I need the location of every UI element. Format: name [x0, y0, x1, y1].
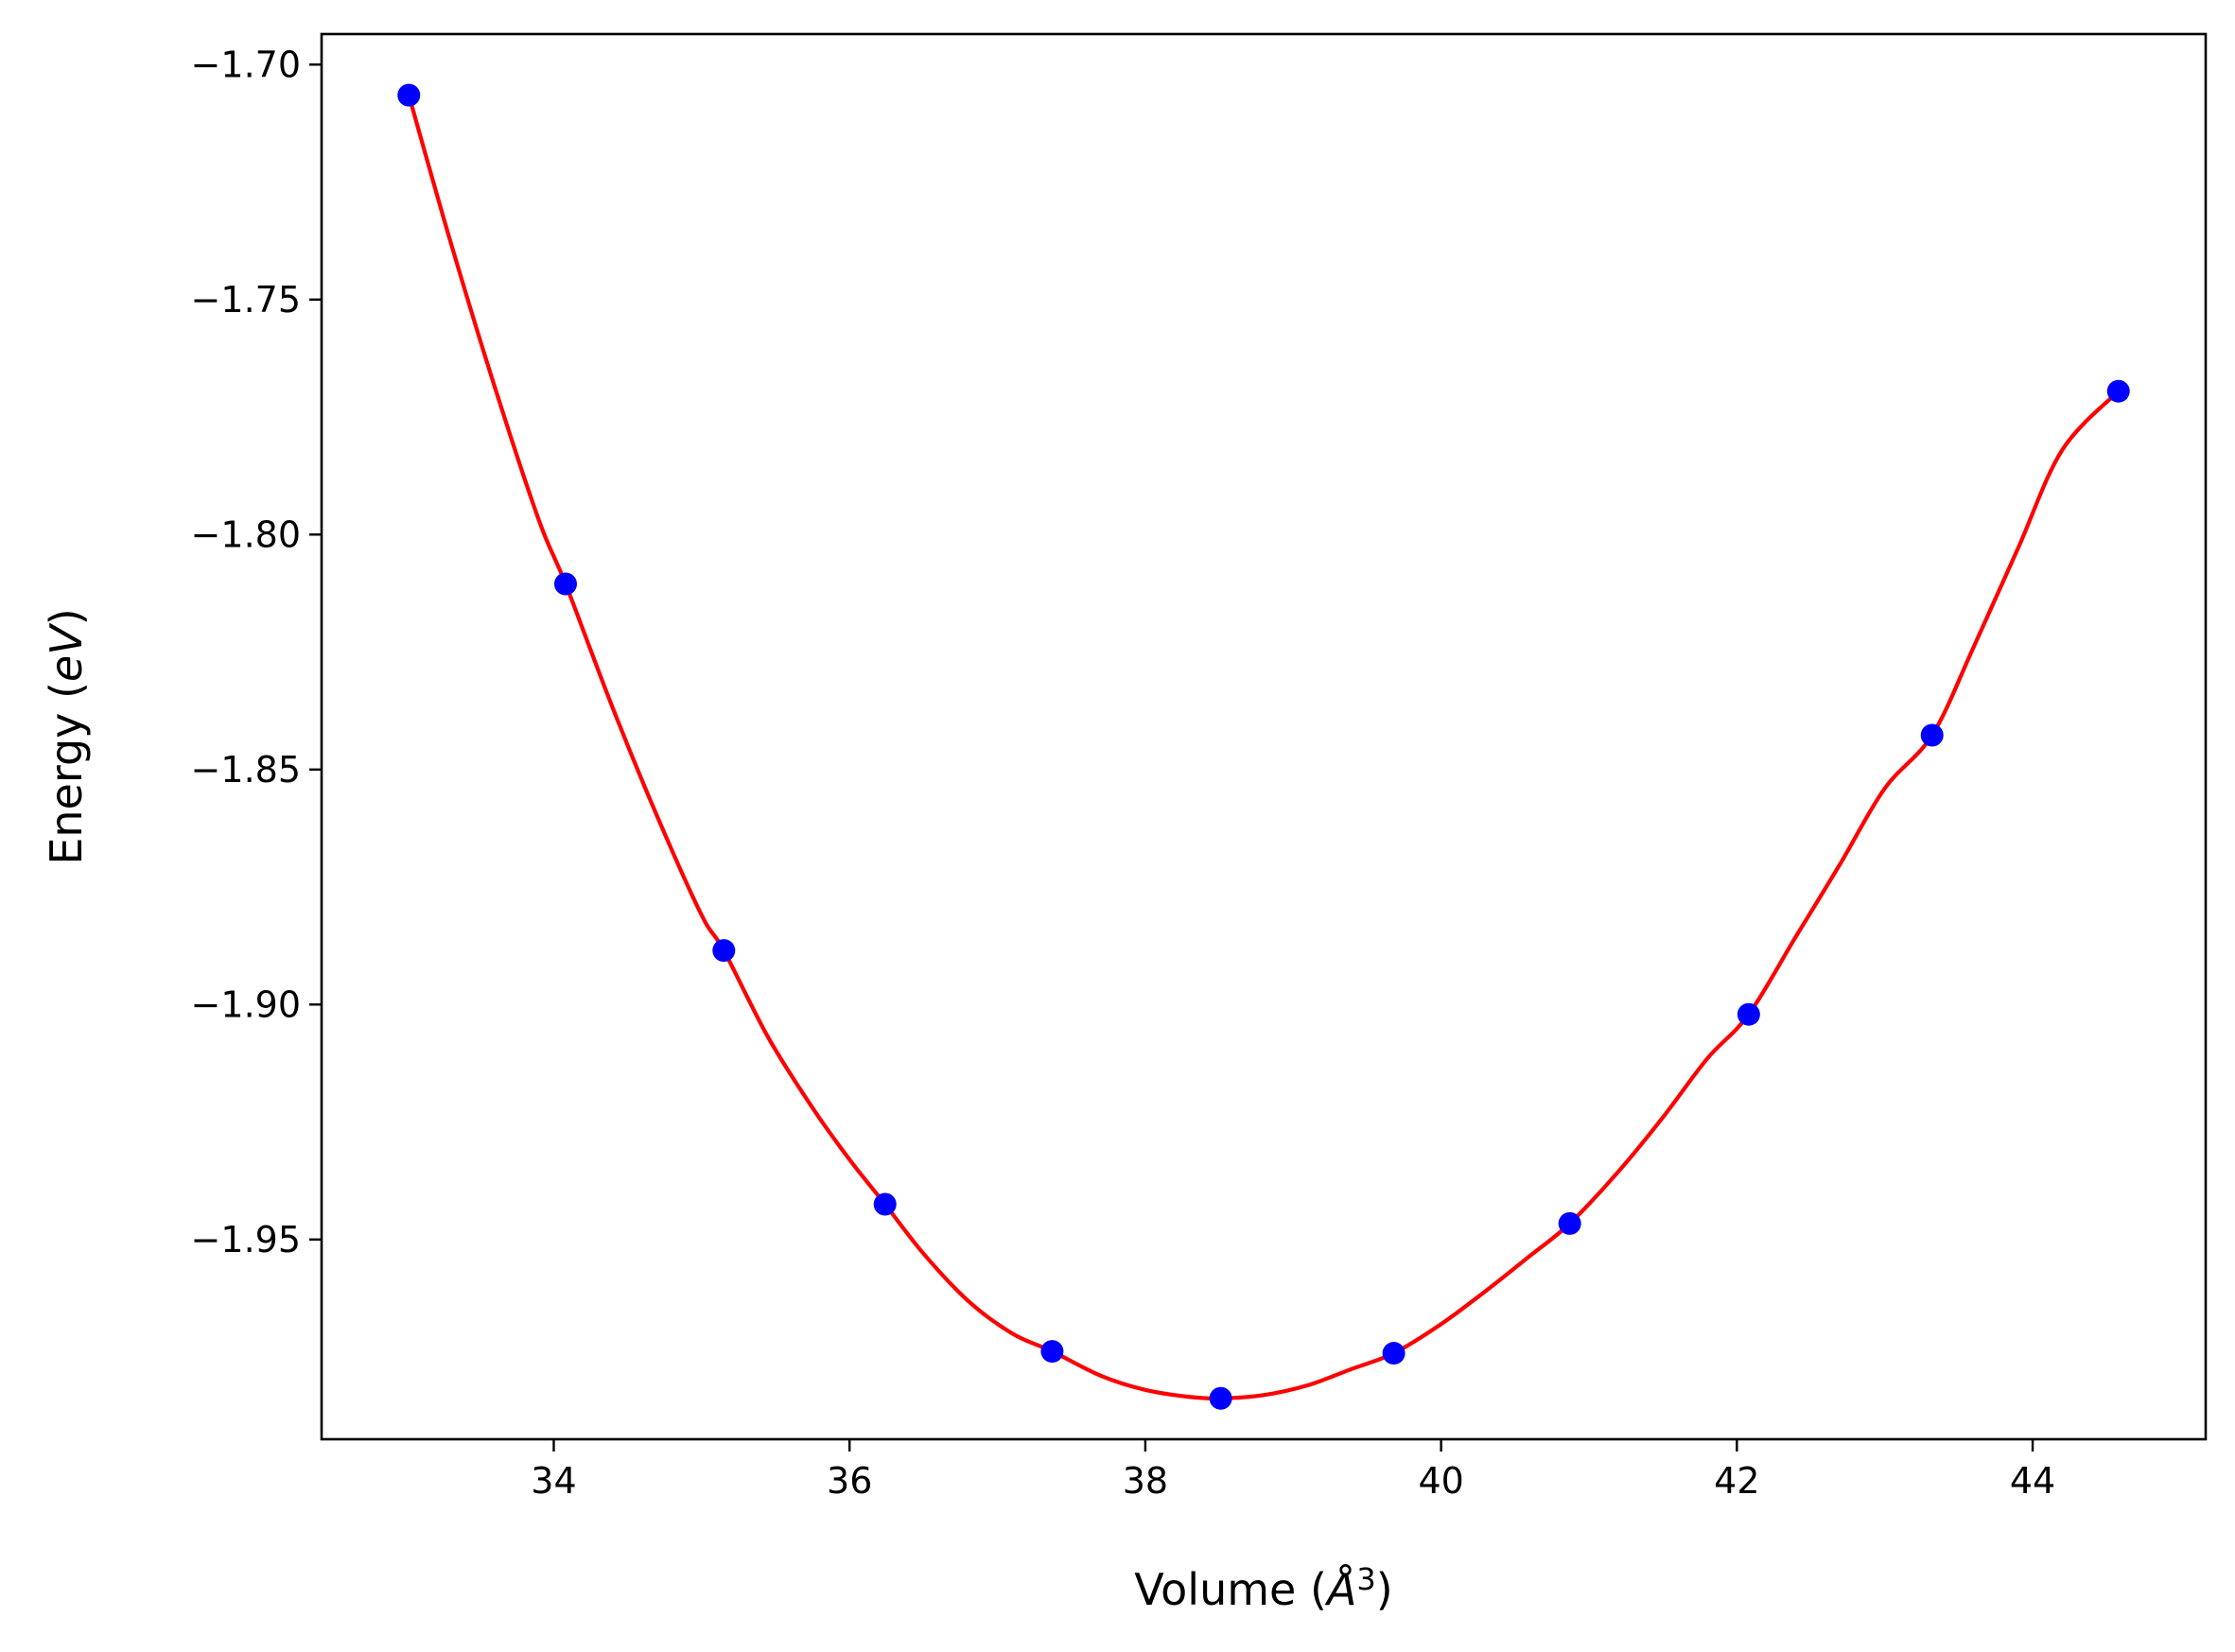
y-tick-label: −1.85: [191, 749, 301, 791]
data-point: [397, 83, 421, 107]
fit-curve: [407, 95, 2121, 1400]
y-tick-label: −1.95: [191, 1219, 301, 1261]
y-tick-label: −1.90: [191, 983, 301, 1025]
y-axis-unit-italic: eV: [41, 622, 92, 682]
x-tick-label: 42: [1714, 1460, 1759, 1502]
data-point: [873, 1192, 897, 1216]
data-point: [1920, 723, 1944, 747]
x-tick-label: 44: [2010, 1460, 2055, 1502]
y-tick-label: −1.75: [191, 279, 301, 321]
x-tick-label: 40: [1418, 1460, 1463, 1502]
x-axis-label: Volume (Å3): [1134, 1561, 1392, 1615]
y-axis: −1.70 −1.75 −1.80 −1.85 −1.90 −1.95: [191, 43, 322, 1261]
x-axis-label-text: Volume: [1134, 1564, 1296, 1615]
x-tick-label: 34: [531, 1460, 576, 1502]
x-axis: 34 36 38 40 42 44: [531, 1439, 2055, 1502]
data-point: [1040, 1340, 1064, 1364]
data-point: [1737, 1002, 1760, 1026]
data-point: [553, 572, 577, 596]
y-axis-unit-open: (: [41, 682, 92, 699]
y-axis-label-text: Energy: [41, 713, 92, 865]
x-tick-label: 36: [827, 1460, 872, 1502]
plot-layer: [397, 83, 2130, 1410]
data-point: [2106, 379, 2130, 403]
y-tick-label: −1.80: [191, 513, 301, 555]
data-point: [1209, 1386, 1232, 1410]
plot-frame: [320, 32, 2208, 1441]
x-axis-unit-open: (: [1310, 1564, 1327, 1615]
x-tick-label: 38: [1123, 1460, 1168, 1502]
x-axis-unit-superscript: 3: [1356, 1561, 1375, 1597]
data-point: [1558, 1211, 1581, 1235]
y-axis-label: Energy (eV): [41, 608, 92, 864]
y-tick-label: −1.70: [191, 43, 301, 85]
y-axis-unit-close: ): [41, 608, 92, 625]
data-point: [712, 939, 736, 963]
x-axis-unit-close: ): [1376, 1564, 1393, 1615]
data-point: [1382, 1342, 1406, 1365]
x-axis-unit-symbol: Å: [1324, 1564, 1356, 1615]
